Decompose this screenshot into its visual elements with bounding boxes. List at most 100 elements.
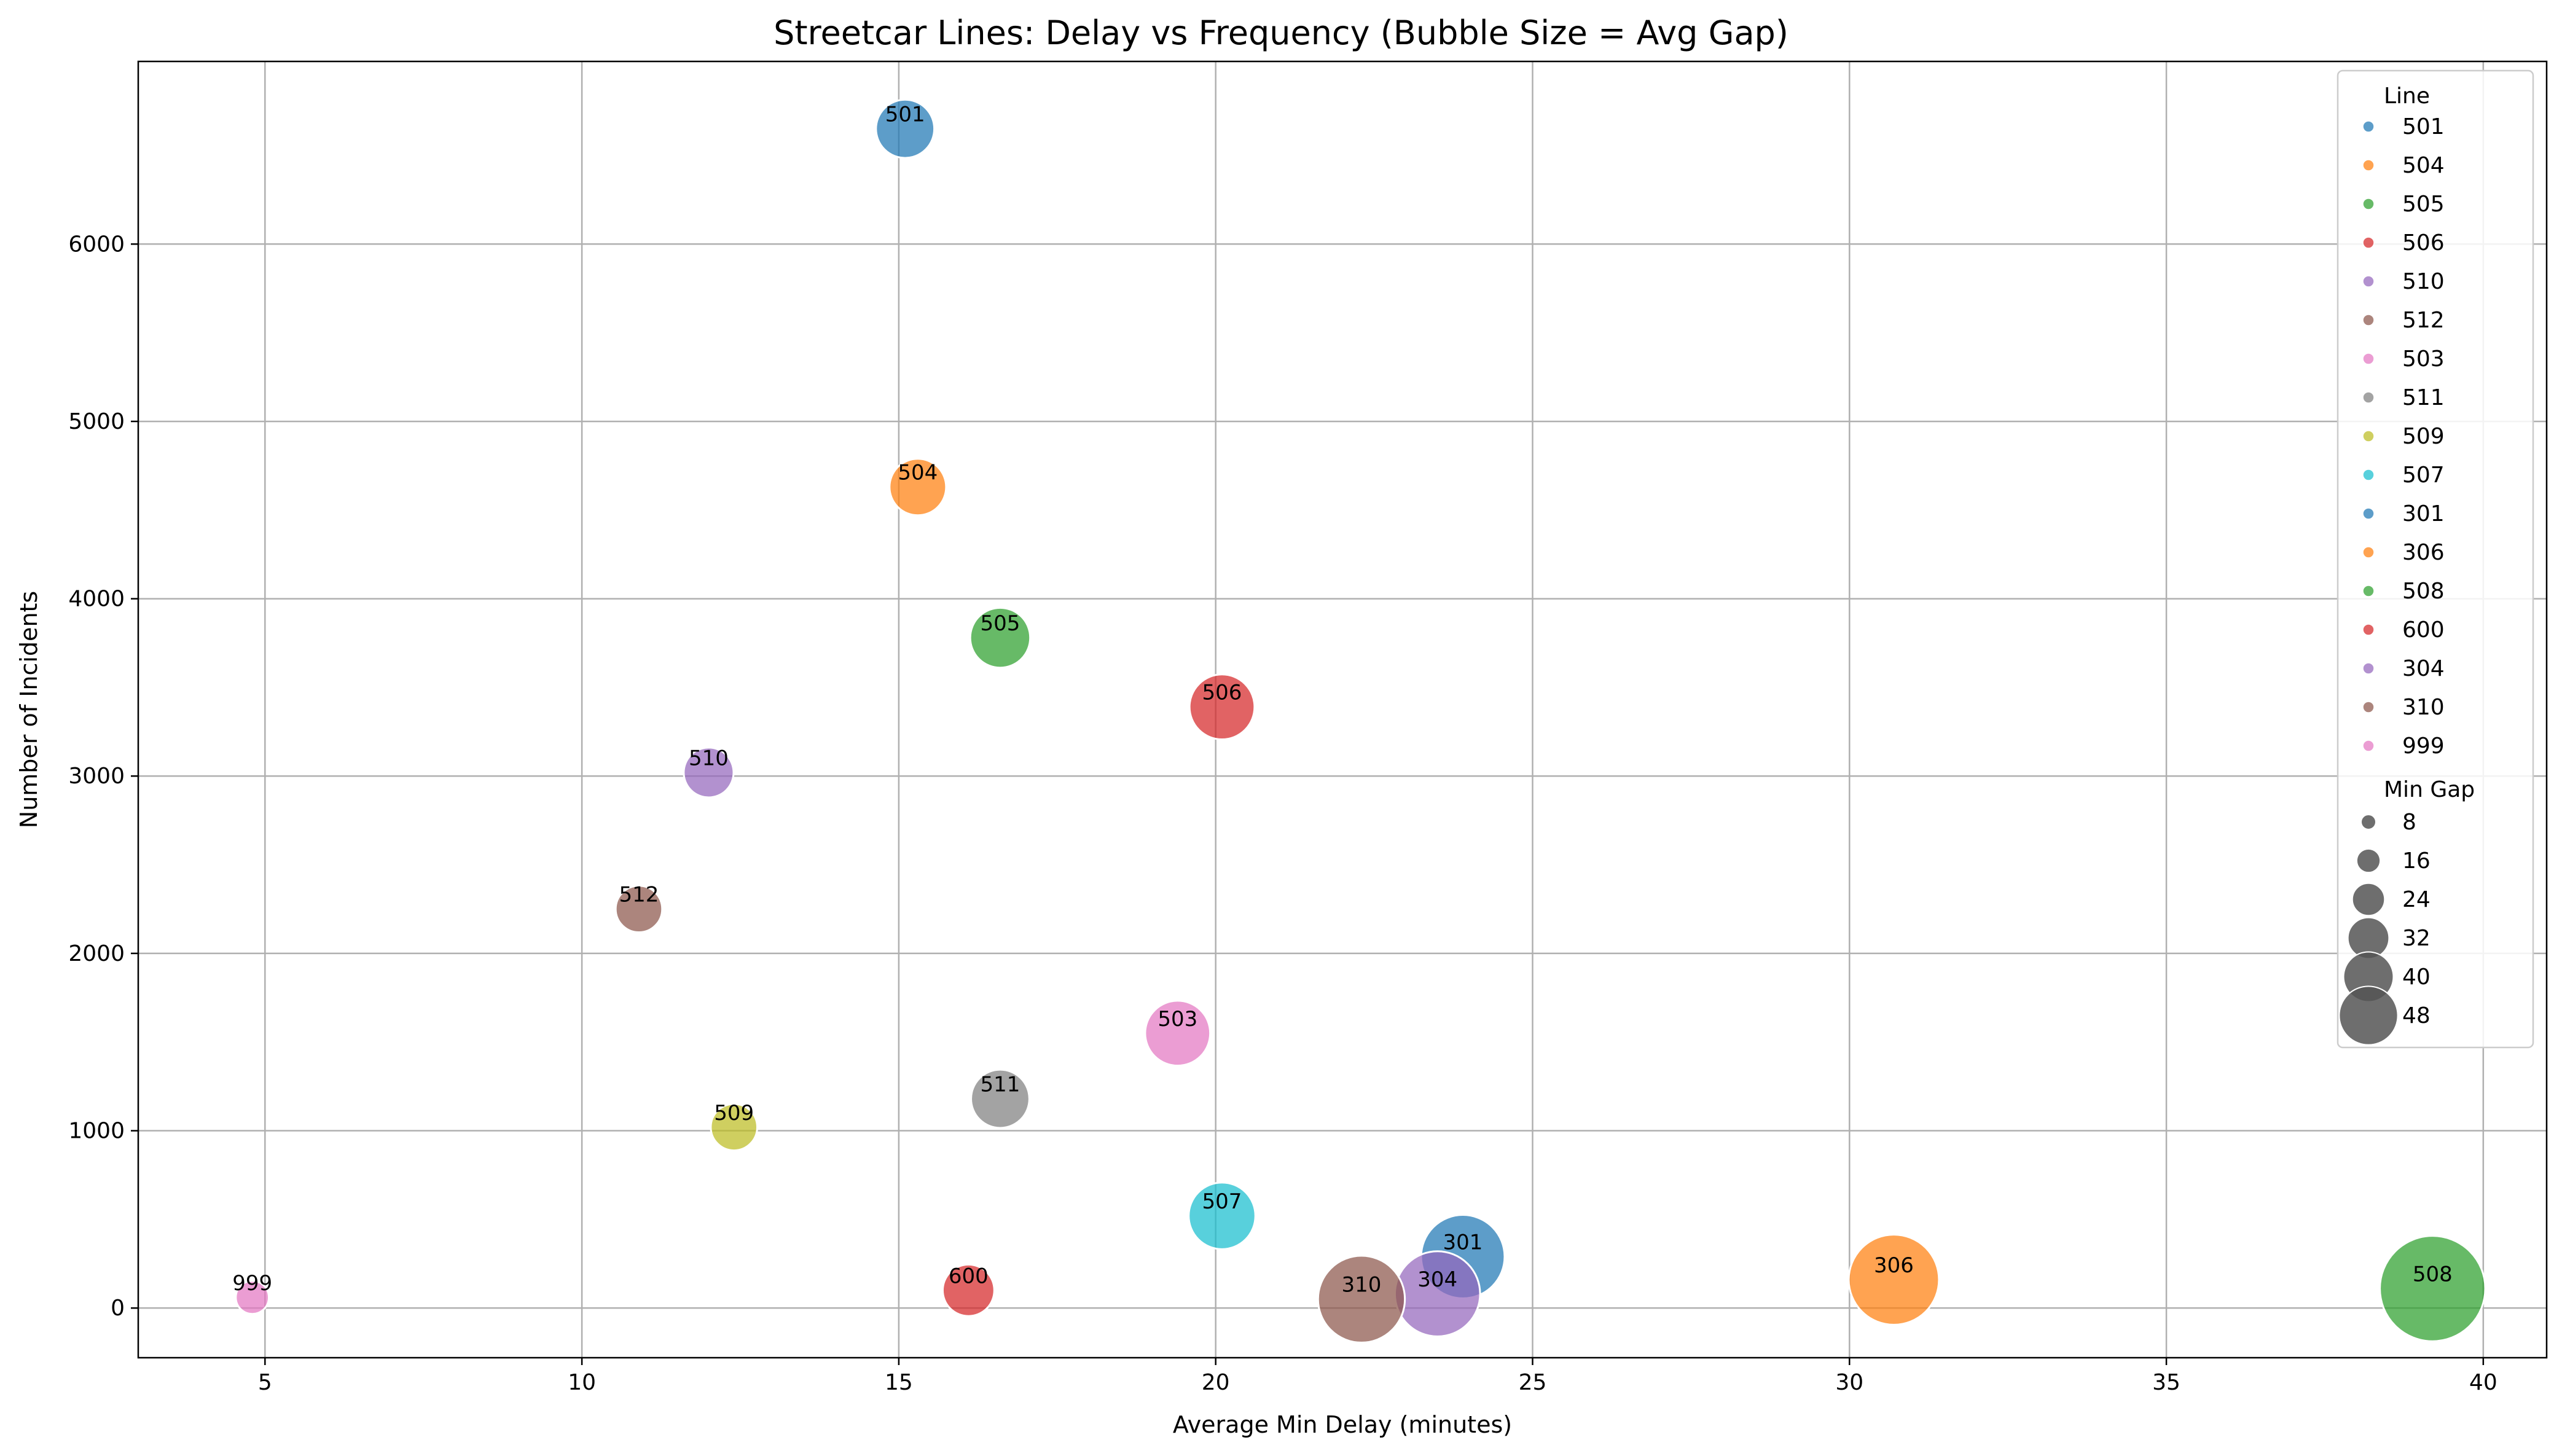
bubble-600	[941, 1263, 995, 1317]
legend-marker-505	[2362, 198, 2375, 210]
bubble-512	[614, 885, 664, 934]
legend-marker-501	[2362, 120, 2375, 133]
bubble-310	[1317, 1254, 1406, 1344]
bubble-label-510: 510	[689, 746, 729, 770]
bubble-507	[1188, 1181, 1256, 1250]
y-tick-label: 1000	[68, 1119, 125, 1144]
x-tick-label: 20	[1202, 1370, 1230, 1395]
bubble-label-306: 306	[1874, 1253, 1914, 1278]
x-tick-label: 25	[1519, 1370, 1547, 1395]
legend-label-501: 501	[2402, 114, 2445, 139]
bubble-505	[969, 606, 1032, 669]
y-tick-label: 6000	[68, 232, 125, 257]
legend-size-marker	[2338, 985, 2399, 1046]
chart-title: Streetcar Lines: Delay vs Frequency (Bub…	[774, 14, 1788, 52]
bubble-304	[1393, 1250, 1481, 1337]
legend-label-505: 505	[2402, 192, 2445, 217]
legend-label-511: 511	[2402, 385, 2445, 410]
legend-size-marker	[2360, 814, 2376, 830]
bubble-label-506: 506	[1202, 681, 1242, 705]
legend-size-label: 40	[2402, 965, 2431, 990]
legend-marker-509	[2362, 430, 2375, 442]
bubble-label-999: 999	[232, 1271, 272, 1296]
bubble-label-507: 507	[1202, 1189, 1242, 1214]
legend-marker-506	[2362, 237, 2375, 249]
x-axis-label: Average Min Delay (minutes)	[1173, 1411, 1512, 1438]
legend-marker-306	[2362, 546, 2375, 558]
legend-label-310: 310	[2402, 695, 2445, 720]
bubble-layer	[235, 98, 2486, 1344]
plot-area-frame	[137, 60, 2548, 1359]
legend-size-title: Min Gap	[2384, 777, 2475, 802]
legend-marker-512	[2362, 314, 2375, 326]
bubble-503	[1144, 1000, 1212, 1067]
bubble-506	[1188, 673, 1256, 741]
legend-marker-510	[2362, 275, 2375, 288]
legend-marker-507	[2362, 469, 2375, 481]
bubble-508	[2379, 1235, 2486, 1342]
grid-lines	[138, 61, 2547, 1358]
legend-label-503: 503	[2402, 346, 2445, 372]
bubble-label-304: 304	[1417, 1267, 1457, 1292]
legend-label-600: 600	[2402, 617, 2445, 643]
point-label-layer: 501 504 505 506 510 512 503 511 509 507 301 306 508 6…	[232, 103, 2453, 1297]
y-tick-label: 3000	[68, 764, 125, 789]
legend-size-label: 16	[2402, 848, 2431, 874]
legend-marker-600	[2362, 624, 2375, 636]
legend-size-label: 48	[2402, 1003, 2431, 1028]
legend-size-items: 8 16 24 32 40 48	[2338, 810, 2431, 1046]
y-tick-label: 2000	[68, 941, 125, 966]
legend-label-999: 999	[2402, 734, 2445, 759]
legend-label-301: 301	[2402, 501, 2445, 526]
x-tick-label: 40	[2469, 1370, 2497, 1395]
legend-marker-310	[2362, 701, 2375, 713]
bubble-label-505: 505	[980, 611, 1020, 636]
x-tick-label: 30	[1835, 1370, 1863, 1395]
bubble-label-600: 600	[949, 1264, 989, 1288]
bubble-999	[235, 1280, 270, 1315]
legend-frame	[2337, 69, 2534, 1049]
legend-hue-title: Line	[2384, 84, 2430, 109]
legend-label-306: 306	[2402, 540, 2445, 565]
legend-label-507: 507	[2402, 463, 2445, 488]
legend-label-509: 509	[2402, 424, 2445, 449]
y-axis-label: Number of Incidents	[15, 591, 42, 828]
bubble-label-509: 509	[714, 1101, 754, 1125]
legend-size-label: 32	[2402, 926, 2431, 951]
bubble-label-508: 508	[2413, 1262, 2453, 1286]
legend-label-506: 506	[2402, 230, 2445, 256]
bubble-label-503: 503	[1158, 1007, 1197, 1031]
legend-label-510: 510	[2402, 269, 2445, 294]
legend-hue-items: 501 504 505 506 510 512 503 511 509 507 301 306 508 6…	[2362, 114, 2445, 759]
legend-label-508: 508	[2402, 579, 2445, 604]
x-tick-label: 15	[885, 1370, 913, 1395]
bubble-label-504: 504	[898, 461, 938, 485]
x-tick-label: 10	[568, 1370, 596, 1395]
bubble-306	[1847, 1234, 1940, 1326]
bubble-label-301: 301	[1443, 1230, 1483, 1254]
legend-marker-304	[2362, 662, 2375, 675]
x-tick-label: 5	[258, 1370, 272, 1395]
legend-marker-301	[2362, 507, 2375, 520]
legend-marker-511	[2362, 391, 2375, 404]
y-tick-label: 4000	[68, 587, 125, 612]
legend-marker-503	[2362, 353, 2375, 365]
legend-marker-508	[2362, 585, 2375, 597]
legend-label-304: 304	[2402, 656, 2445, 681]
legend-marker-504	[2362, 159, 2375, 171]
bubble-509	[710, 1103, 758, 1152]
legend: Line 501 504 505 506 510 512 503 511 509 507 301 30…	[2337, 69, 2534, 1049]
bubble-label-310: 310	[1341, 1273, 1381, 1297]
legend-size-marker	[2356, 848, 2381, 874]
bubble-501	[875, 98, 936, 159]
y-tick-label: 0	[111, 1296, 125, 1321]
bubble-511	[970, 1068, 1030, 1129]
bubble-label-501: 501	[885, 103, 925, 127]
bubble-label-512: 512	[619, 883, 659, 907]
legend-size-label: 24	[2402, 887, 2431, 912]
y-tick-label: 5000	[68, 409, 125, 434]
legend-marker-999	[2362, 740, 2375, 752]
